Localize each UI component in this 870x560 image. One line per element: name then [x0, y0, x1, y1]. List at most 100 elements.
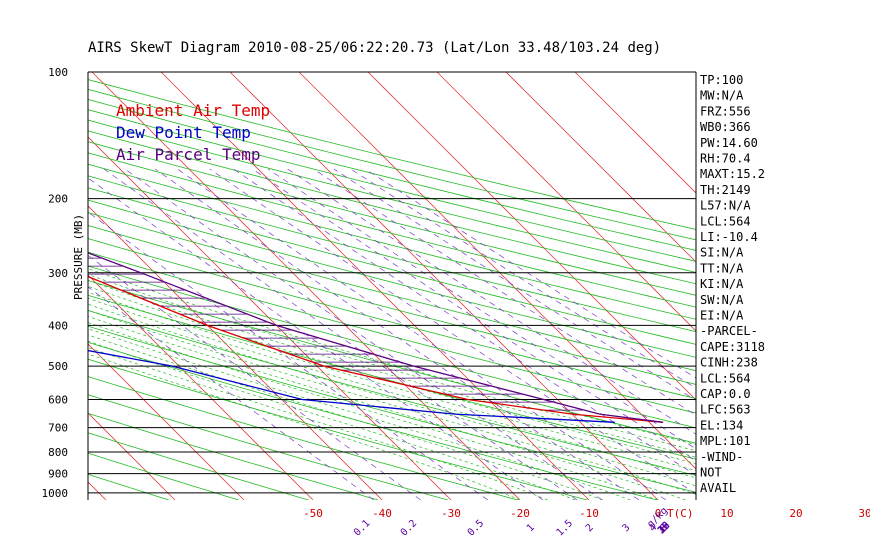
mixing-ratio-line [252, 168, 696, 462]
moist-adiabat-line [88, 316, 686, 500]
dry-adiabat-line [88, 280, 696, 444]
sounding-index-label: -PARCEL- [700, 324, 758, 338]
dry-adiabat-line [88, 141, 696, 296]
bottom-temp-tick-label: 30 [858, 507, 870, 520]
dry-adiabat-line [88, 394, 449, 500]
mixing-ratio-line [88, 254, 421, 500]
sounding-index-label: KI:N/A [700, 277, 744, 291]
chart-title: AIRS SkewT Diagram 2010-08-25/06:22:20.7… [88, 40, 661, 56]
dew-point-line [88, 349, 615, 423]
moist-adiabat-line [88, 297, 696, 479]
moist-adiabat-line [88, 280, 696, 458]
dry-adiabat-line [88, 325, 696, 493]
bottom-temp-tick-label: -50 [303, 507, 323, 520]
sounding-index-label: EL:134 [700, 418, 743, 432]
dry-adiabat-line [88, 109, 696, 262]
isotherm-line [298, 72, 696, 470]
mixing-ratio-tick-label: 2 [584, 522, 596, 534]
bottom-temp-tick-label: 10 [720, 507, 733, 520]
mixing-ratio-line [88, 211, 489, 500]
isotherm-line [160, 72, 590, 500]
bottom-temp-tick-label: -40 [372, 507, 392, 520]
sounding-index-label: PW:14.60 [700, 136, 758, 150]
sounding-index-label: SI:N/A [700, 246, 744, 260]
sounding-index-label: LCL:564 [700, 371, 751, 385]
sounding-index-label: MAXT:15.2 [700, 167, 765, 181]
pressure-tick-label: 1000 [42, 487, 69, 500]
sounding-index-label: -WIND- [700, 450, 743, 464]
bottom-temp-tick-label: -20 [510, 507, 530, 520]
dry-adiabat-line [88, 224, 696, 385]
mixing-ratio-line [124, 168, 603, 500]
sounding-index-label: TP:100 [700, 73, 743, 87]
sounding-index-label: NOT [700, 466, 722, 480]
moist-adiabat-line [88, 322, 659, 500]
bottom-temp-tick-label: 0 [655, 507, 662, 520]
sounding-index-label: TH:2149 [700, 183, 751, 197]
pressure-tick-label: 100 [48, 66, 68, 79]
sounding-index-label: LFC:563 [700, 403, 751, 417]
sounding-index-label: FRZ:556 [700, 104, 751, 118]
mixing-ratio-line [88, 286, 374, 500]
parcel-temp-line [88, 252, 664, 423]
moist-adiabat-line [88, 268, 696, 446]
dry-adiabat-line [88, 175, 696, 333]
moist-adiabat-line [88, 309, 696, 495]
dry-adiabat-line [88, 265, 696, 429]
dry-adiabat-line [88, 119, 696, 273]
mixing-ratio-line [209, 168, 696, 495]
pressure-tick-label: 200 [48, 193, 68, 206]
bottom-temp-labels: -50-40-30-20-10010203040 [303, 507, 870, 520]
isotherm-line [88, 343, 245, 500]
mixing-ratio-tick-label: 0.1 [352, 518, 373, 539]
isotherm-line [88, 205, 383, 500]
mixing-ratio-tick-label: 1.5 [555, 518, 576, 539]
mixing-ratio-line [154, 168, 640, 500]
sounding-index-label: LCL:564 [700, 214, 751, 228]
sounding-index-label: CINH:238 [700, 356, 758, 370]
sounding-index-label: SW:N/A [700, 293, 744, 307]
bottom-temp-tick-label: 20 [789, 507, 802, 520]
dry-adiabat-line [88, 130, 696, 285]
pressure-tick-label: 500 [48, 360, 68, 373]
pressure-tick-label: 900 [48, 468, 68, 481]
mixing-ratio-tick-label: 0.2 [399, 518, 420, 539]
dry-adiabat-line [88, 342, 658, 500]
isobar-lines [88, 71, 696, 494]
cape-hatching [88, 257, 585, 411]
sounding-index-label: EI:N/A [700, 309, 744, 323]
isotherm-line [88, 481, 107, 500]
moist-adiabat-line [88, 274, 696, 452]
legend: Ambient Air Temp Dew Point Temp Air Parc… [116, 101, 270, 164]
mixing-ratio-line [177, 168, 667, 500]
sounding-index-label: RH:70.4 [700, 152, 751, 166]
mixing-ratio-tick-label: 1 [525, 522, 537, 534]
mixing-ratio-line [313, 168, 696, 416]
moist-adiabat-line [88, 303, 696, 487]
mixing-ratio-tick-label: 0.5 [466, 518, 487, 539]
isotherm-line [88, 274, 314, 500]
sounding-index-label: AVAIL [700, 481, 736, 495]
sounding-index-label: CAP:0.0 [700, 387, 751, 401]
dry-adiabat-line [88, 99, 696, 251]
dry-adiabat-line [88, 199, 696, 358]
sounding-index-label: TT:N/A [700, 261, 744, 275]
isotherm-line [574, 72, 696, 194]
legend-dew-point-temp: Dew Point Temp [116, 123, 251, 142]
isotherm-line [0, 72, 37, 500]
dry-adiabat-line [88, 238, 696, 399]
pressure-axis-labels: 100 200 300 400 500 600 700 800 900 1000 [42, 66, 69, 500]
mixing-ratio-line [103, 168, 578, 500]
dry-adiabat-line [88, 432, 309, 500]
sounding-index-label: CAPE:3118 [700, 340, 765, 354]
temp-unit-label: T(C) [667, 507, 694, 520]
moist-adiabat-line [88, 285, 696, 465]
dry-adiabat-line [88, 212, 696, 372]
bottom-temp-tick-label: -10 [579, 507, 599, 520]
sounding-index-label: LI:-10.4 [700, 230, 758, 244]
dry-adiabat-line [88, 358, 588, 500]
profile-lines [88, 252, 664, 423]
dry-adiabat-line [88, 310, 696, 476]
sounding-index-label: L57:N/A [700, 199, 751, 213]
